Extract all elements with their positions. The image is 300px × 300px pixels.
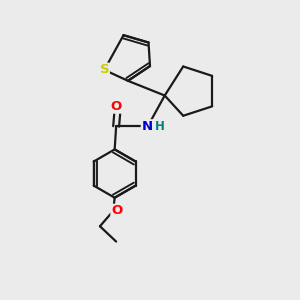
Text: N: N [142,120,153,133]
Text: S: S [100,63,109,76]
Text: O: O [110,100,122,113]
Text: H: H [155,120,165,133]
Text: O: O [111,205,122,218]
